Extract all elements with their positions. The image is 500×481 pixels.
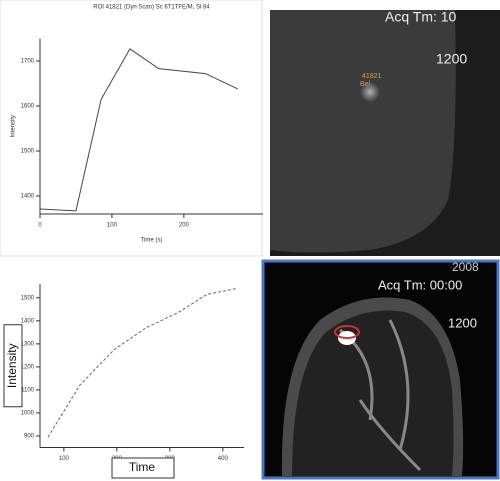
image-bottom-right: 2008 Acq Tm: 00:00 1200: [261, 259, 500, 480]
image-text: 1200: [448, 315, 477, 330]
y-tick-label: 1100: [21, 388, 35, 394]
y-tick-label: 1400: [21, 194, 35, 200]
x-axis-label: Time: [129, 460, 156, 474]
x-label-box: [111, 457, 175, 479]
y-tick-label: 1500: [21, 295, 35, 301]
x-tick-label: 400: [218, 456, 229, 462]
y-tick-label: 1000: [21, 411, 35, 417]
y-axis-label: Intensity: [11, 115, 17, 137]
y-tick-label: 1600: [21, 104, 35, 110]
chart-title: ROI 41821 (Dyn Scan) Sc 6T1TFE/M, Sl 84: [93, 5, 210, 11]
y-tick-label: 1700: [21, 59, 35, 65]
tissue: [270, 10, 456, 253]
x-axis-label: Time (s): [141, 238, 163, 244]
x-tick-label: 0: [38, 223, 42, 229]
y-tick-label: 900: [24, 434, 35, 440]
panel-bottom-left: [0, 260, 258, 481]
y-axis-label: Intensity: [5, 343, 19, 388]
image-text: 1200: [436, 51, 467, 67]
y-tick-label: 1400: [21, 318, 35, 324]
y-label-box: [3, 324, 23, 408]
data-line: [47, 288, 237, 438]
y-tick-label: 1500: [21, 149, 35, 155]
image-text: 41821: [362, 73, 382, 80]
x-tick-label: 200: [179, 223, 190, 229]
x-tick-label: 100: [107, 223, 118, 229]
lesion-outline: [334, 325, 360, 339]
image-text: Bel: [360, 81, 371, 88]
data-line: [39, 48, 239, 212]
image-text: 2008: [452, 260, 479, 274]
image-top-right: Acq Tm: 10 1200 41821 Bel: [270, 9, 500, 256]
image-text: Acq Tm: 00:00: [378, 277, 462, 292]
y-tick-label: 1300: [21, 341, 35, 347]
panel-top-left: [0, 0, 263, 257]
x-tick-label: 100: [59, 456, 70, 462]
lesion: [360, 82, 380, 102]
y-tick-label: 1200: [21, 364, 35, 370]
image-text: Acq Tm: 10: [385, 9, 457, 25]
